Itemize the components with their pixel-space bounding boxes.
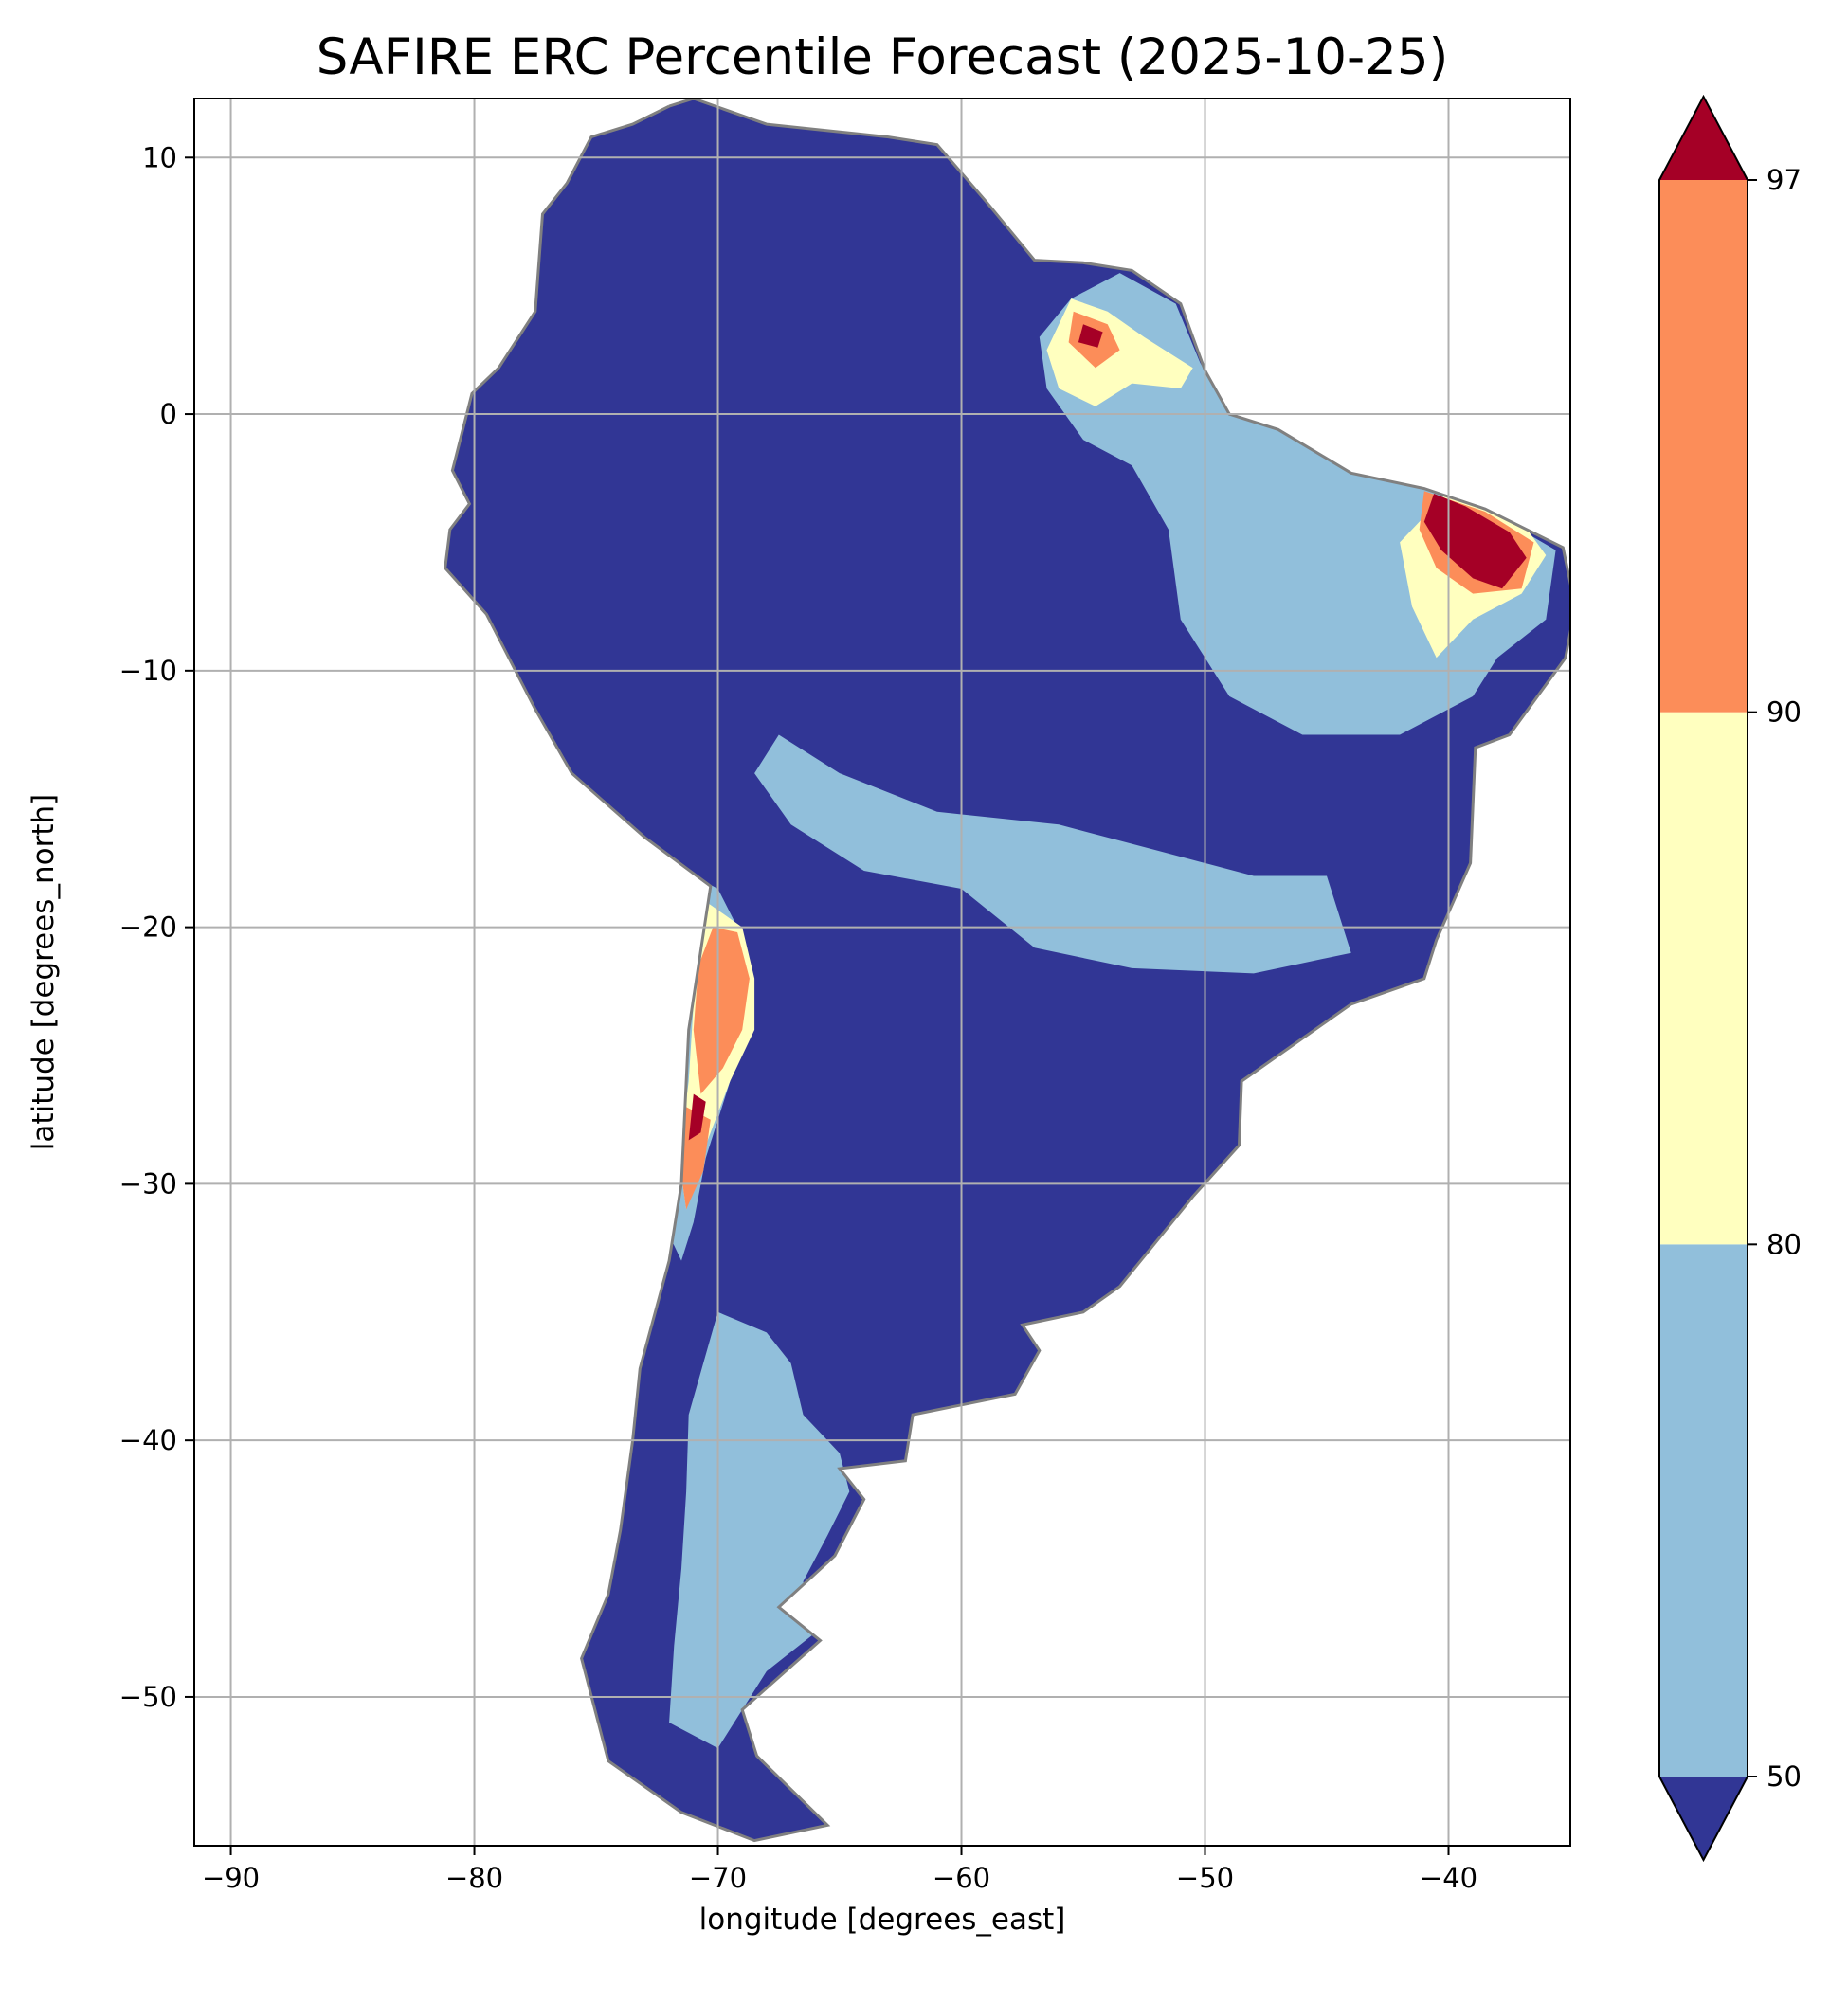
x-axis-ticks: −90 −80 −70 −60 −50 −40 — [202, 1846, 1477, 1894]
colorbar: 50 80 90 97 — [1658, 94, 1802, 1863]
colorbar-bin-50-80 — [1659, 1244, 1748, 1777]
gridlines — [194, 99, 1570, 1846]
plot-title: SAFIRE ERC Percentile Forecast (2025-10-… — [317, 28, 1449, 86]
x-tick-label: −60 — [933, 1862, 990, 1894]
erc-percentile-regions — [669, 273, 1556, 1749]
colorbar-tick-label: 50 — [1766, 1760, 1802, 1793]
map-axes: −90 −80 −70 −60 −50 −40 10 0 −10 −20 −30 −40 −50 — [119, 98, 1571, 1894]
colorbar-extend-max — [1659, 97, 1748, 180]
y-tick-label: 10 — [142, 141, 177, 173]
x-tick-label: −50 — [1176, 1862, 1234, 1894]
y-tick-label: −10 — [119, 655, 177, 687]
y-axis-label: latitude [degrees_north] — [27, 794, 61, 1150]
region-50-80-1 — [754, 734, 1351, 974]
x-tick-label: −40 — [1420, 1862, 1477, 1894]
y-tick-label: −40 — [119, 1424, 177, 1456]
region-gt97-11 — [1078, 324, 1103, 348]
region-gt97-13 — [688, 1093, 706, 1141]
y-tick-label: −30 — [119, 1167, 177, 1200]
x-tick-label: −90 — [202, 1862, 260, 1894]
colorbar-tick-label: 97 — [1766, 164, 1802, 196]
y-tick-label: −50 — [119, 1681, 177, 1713]
colorbar-tick-label: 90 — [1766, 696, 1802, 729]
x-axis-label: longitude [degrees_east] — [699, 1903, 1066, 1937]
y-tick-label: −20 — [119, 911, 177, 944]
colorbar-bin-80-90 — [1659, 712, 1748, 1245]
region-50-80-2 — [669, 1311, 850, 1749]
y-axis-ticks: 10 0 −10 −20 −30 −40 −50 — [119, 141, 194, 1713]
y-tick-label: 0 — [160, 398, 177, 430]
axes-frame — [193, 98, 1571, 1847]
coastline — [444, 99, 1570, 1843]
x-tick-label: −70 — [689, 1862, 747, 1894]
region-gt97-12 — [1423, 494, 1527, 589]
region-90-97-9 — [693, 927, 750, 1094]
x-tick-label: −80 — [445, 1862, 503, 1894]
colorbar-tick-label: 80 — [1766, 1228, 1802, 1260]
colorbar-extend-min — [1659, 1777, 1748, 1860]
colorbar-bin-90-97 — [1659, 180, 1748, 713]
